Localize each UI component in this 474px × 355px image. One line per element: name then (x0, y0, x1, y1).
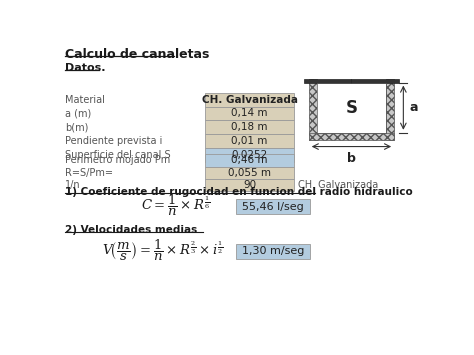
Bar (205, 106, 294, 120)
Text: 1/n: 1/n (65, 180, 81, 190)
Text: a (m): a (m) (65, 108, 91, 119)
Text: a: a (410, 101, 418, 114)
Bar (317, 83, 386, 133)
Text: b(m): b(m) (65, 122, 89, 132)
Text: b: b (347, 152, 356, 165)
Text: CH. Galvanizada: CH. Galvanizada (298, 180, 378, 190)
Text: 0,14 m: 0,14 m (231, 108, 268, 119)
Text: Material: Material (65, 94, 105, 105)
Bar (309, 79, 317, 140)
Bar (205, 120, 294, 134)
Bar (386, 79, 394, 140)
Text: 55,46 l/seg: 55,46 l/seg (242, 202, 304, 212)
Bar (205, 93, 294, 106)
Bar (205, 166, 294, 179)
Bar (205, 134, 294, 148)
Text: 1,30 m/seg: 1,30 m/seg (242, 246, 304, 256)
Bar (317, 83, 386, 133)
Text: Calculo de canaletas: Calculo de canaletas (65, 48, 210, 61)
Text: R=S/Pm=: R=S/Pm= (65, 168, 113, 178)
Bar (351, 79, 399, 83)
Text: 0,0252: 0,0252 (231, 150, 268, 160)
Text: Datos.: Datos. (65, 64, 106, 73)
Text: S: S (346, 99, 357, 117)
Text: Superficie del canal S: Superficie del canal S (65, 150, 171, 160)
Text: CH. Galvanizada: CH. Galvanizada (201, 94, 298, 105)
Bar (236, 199, 310, 214)
Text: $V\!\left(\dfrac{m}{s}\right) = \dfrac{1}{n} \times R^{\frac{2}{3}} \times i^{\f: $V\!\left(\dfrac{m}{s}\right) = \dfrac{1… (102, 238, 223, 263)
Text: 2) Velocidades medias: 2) Velocidades medias (65, 225, 198, 235)
Text: 90: 90 (243, 180, 256, 190)
Text: 0,46 m: 0,46 m (231, 155, 268, 165)
Text: 0,055 m: 0,055 m (228, 168, 271, 178)
Bar (205, 148, 294, 162)
Text: Pendiente prevista i: Pendiente prevista i (65, 136, 163, 146)
Text: 0,01 m: 0,01 m (231, 136, 268, 146)
Text: Perimetro mojado Pm: Perimetro mojado Pm (65, 155, 171, 165)
Bar (205, 154, 294, 166)
Bar (205, 179, 294, 191)
Bar (304, 79, 351, 83)
Text: 0,18 m: 0,18 m (231, 122, 268, 132)
Text: 1) Coeficiente de rugocidad en funcion del radio hidraulico: 1) Coeficiente de rugocidad en funcion d… (65, 187, 413, 197)
Bar (309, 133, 394, 140)
Text: $C = \dfrac{1}{n} \times R^{\frac{1}{6}}$: $C = \dfrac{1}{n} \times R^{\frac{1}{6}}… (141, 193, 210, 218)
Bar (236, 244, 310, 259)
